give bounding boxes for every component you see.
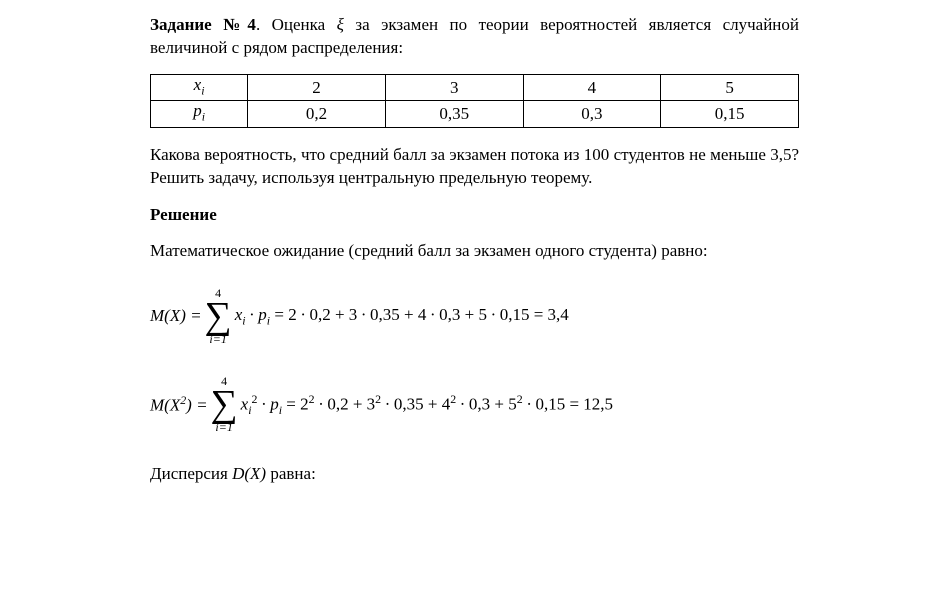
var-text-pre: Дисперсия bbox=[150, 464, 232, 483]
task-text-1: . Оценка bbox=[256, 15, 337, 34]
question-paragraph: Какова вероятность, что средний балл за … bbox=[150, 144, 799, 190]
var-paren: (X) bbox=[244, 464, 266, 483]
document-page: Задание №4. Оценка ξ за экзамен по теори… bbox=[0, 0, 929, 594]
eq2-t3: ∙ 0,35 + 4 bbox=[381, 395, 450, 414]
cell-x1: 2 bbox=[248, 74, 386, 100]
var-D: D bbox=[232, 464, 244, 483]
solution-intro: Математическое ожидание (средний балл за… bbox=[150, 240, 799, 263]
eq2-t5: ∙ 0,15 = 12,5 bbox=[523, 395, 613, 414]
eq1-summand: xi ∙ pi = 2 ∙ 0,2 + 3 ∙ 0,35 + 4 ∙ 0,3 +… bbox=[235, 304, 569, 328]
var-p: p bbox=[270, 395, 279, 414]
sum-symbol: ∑ bbox=[205, 299, 232, 333]
sub-i: i bbox=[202, 110, 205, 124]
eq2-lhs: M(X2) = bbox=[150, 392, 208, 418]
task-statement: Задание №4. Оценка ξ за экзамен по теори… bbox=[150, 14, 799, 60]
equation-mx: M(X) = 4 ∑ i=1 xi ∙ pi = 2 ∙ 0,2 + 3 ∙ 0… bbox=[150, 287, 799, 345]
cell-p3: 0,3 bbox=[523, 101, 661, 127]
var-p: p bbox=[193, 101, 202, 120]
distribution-table: xi 2 3 4 5 pi 0,2 0,35 0,3 0,15 bbox=[150, 74, 799, 128]
solution-heading: Решение bbox=[150, 204, 799, 227]
dot-op: ∙ bbox=[246, 305, 259, 324]
sum-lower: i=1 bbox=[215, 421, 232, 433]
cell-p1: 0,2 bbox=[248, 101, 386, 127]
eq2-t2: ∙ 0,2 + 3 bbox=[315, 395, 376, 414]
eq2-lhs-pre: M(X bbox=[150, 395, 180, 414]
table-row: xi 2 3 4 5 bbox=[151, 74, 799, 100]
dot-op: ∙ bbox=[257, 395, 270, 414]
cell-p4: 0,15 bbox=[661, 101, 799, 127]
cell-p-label: pi bbox=[151, 101, 248, 127]
eq1-lhs: M(X) = bbox=[150, 305, 202, 328]
eq2-t4: ∙ 0,3 + 5 bbox=[456, 395, 517, 414]
equation-mx2: M(X2) = 4 ∑ i=1 xi2 ∙ pi = 22 ∙ 0,2 + 32… bbox=[150, 375, 799, 433]
variance-line: Дисперсия D(X) равна: bbox=[150, 463, 799, 486]
cell-x-label: xi bbox=[151, 74, 248, 100]
task-label: Задание №4 bbox=[150, 15, 256, 34]
table-row: pi 0,2 0,35 0,3 0,15 bbox=[151, 101, 799, 127]
eq2-summand: xi2 ∙ pi = 22 ∙ 0,2 + 32 ∙ 0,35 + 42 ∙ 0… bbox=[241, 391, 613, 418]
var-p: p bbox=[258, 305, 267, 324]
eq2-lhs-post: ) = bbox=[186, 395, 207, 414]
cell-x3: 4 bbox=[523, 74, 661, 100]
sigma-icon: 4 ∑ i=1 bbox=[205, 287, 232, 345]
sum-symbol: ∑ bbox=[211, 387, 238, 421]
sigma-icon: 4 ∑ i=1 bbox=[211, 375, 238, 433]
sum-lower: i=1 bbox=[209, 333, 226, 345]
cell-x4: 5 bbox=[661, 74, 799, 100]
var-text-post: равна: bbox=[266, 464, 316, 483]
cell-p2: 0,35 bbox=[385, 101, 523, 127]
eq2-t1: = 2 bbox=[282, 395, 309, 414]
sub-i: i bbox=[201, 83, 204, 97]
cell-x2: 3 bbox=[385, 74, 523, 100]
xi-symbol: ξ bbox=[337, 15, 344, 34]
eq1-rhs: = 2 ∙ 0,2 + 3 ∙ 0,35 + 4 ∙ 0,3 + 5 ∙ 0,1… bbox=[270, 305, 569, 324]
